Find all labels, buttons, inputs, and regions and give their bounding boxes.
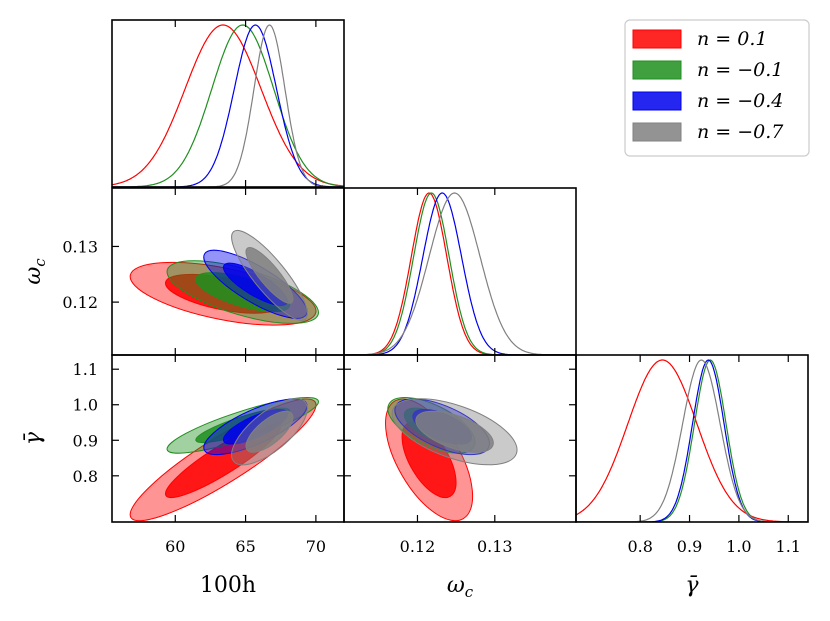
y-tick-label: 0.8	[73, 467, 98, 486]
marginal-curve-0	[344, 192, 576, 355]
x-tick-label: 1.0	[726, 537, 751, 556]
marginal-curve-3	[112, 24, 344, 187]
y-tick-label: 0.13	[62, 237, 98, 256]
panel-marginal-omega_c	[344, 192, 576, 355]
y-axis-label-gamma: γ̄	[21, 431, 46, 445]
panel-marginal-gamma_bar	[576, 359, 808, 522]
marginal-curve-2	[112, 24, 344, 187]
x-axis-label-omega-c: ωc	[447, 573, 474, 601]
y-tick-label: 1.0	[73, 396, 98, 415]
y-tick-label: 0.9	[73, 431, 98, 450]
legend-label-2: n = −0.4	[697, 90, 783, 112]
panel-frame	[111, 19, 345, 188]
marginal-curve-2	[344, 192, 576, 355]
y-axis-label-subscript: c	[31, 258, 49, 267]
legend-swatch-0	[632, 29, 682, 49]
legend-swatch-1	[632, 60, 682, 80]
x-tick-label: 0.13	[477, 537, 513, 556]
x-axis-label-h100: 100h	[200, 573, 256, 598]
x-tick-label: 70	[306, 537, 326, 556]
panel-h100-vs-omega_c	[129, 229, 319, 326]
x-axis-label-subscript: c	[465, 583, 474, 601]
marginal-curve-0	[576, 359, 808, 522]
x-axis-label-gamma: γ̄	[685, 573, 699, 598]
x-tick-label: 0.12	[400, 537, 436, 556]
marginal-curve-0	[112, 24, 344, 187]
y-axis-label-omega-c: ωc	[21, 258, 49, 285]
x-tick-label: 0.9	[677, 537, 702, 556]
y-tick-label: 0.12	[62, 293, 98, 312]
legend-box	[624, 19, 810, 157]
contour-68-3	[245, 247, 294, 304]
marginal-curve-3	[344, 192, 576, 355]
panel-frame	[343, 187, 577, 356]
marginal-curve-1	[576, 359, 808, 522]
marginal-curve-1	[112, 24, 344, 187]
panel-frame	[575, 354, 809, 523]
x-tick-label: 65	[235, 537, 255, 556]
contour-68-3	[415, 410, 494, 453]
legend: n = 0.1 n = −0.1 n = −0.4 n = −0.7	[624, 19, 810, 157]
legend-label-0: n = 0.1	[697, 28, 767, 50]
legend-swatch-2	[632, 91, 682, 111]
contour-68-3	[245, 410, 294, 453]
panel-omega_c-vs-gamma_bar	[385, 397, 518, 522]
y-tick-label: 1.1	[73, 360, 98, 379]
legend-label-1: n = −0.1	[697, 59, 783, 81]
marginal-curve-1	[344, 192, 576, 355]
x-tick-label: 1.1	[776, 537, 801, 556]
x-tick-label: 0.8	[627, 537, 652, 556]
panel-marginal-h100	[112, 24, 344, 187]
panel-h100-vs-gamma_bar	[129, 397, 319, 522]
legend-swatch-3	[632, 122, 682, 142]
legend-label-3: n = −0.7	[697, 121, 784, 143]
x-tick-label: 60	[165, 537, 185, 556]
